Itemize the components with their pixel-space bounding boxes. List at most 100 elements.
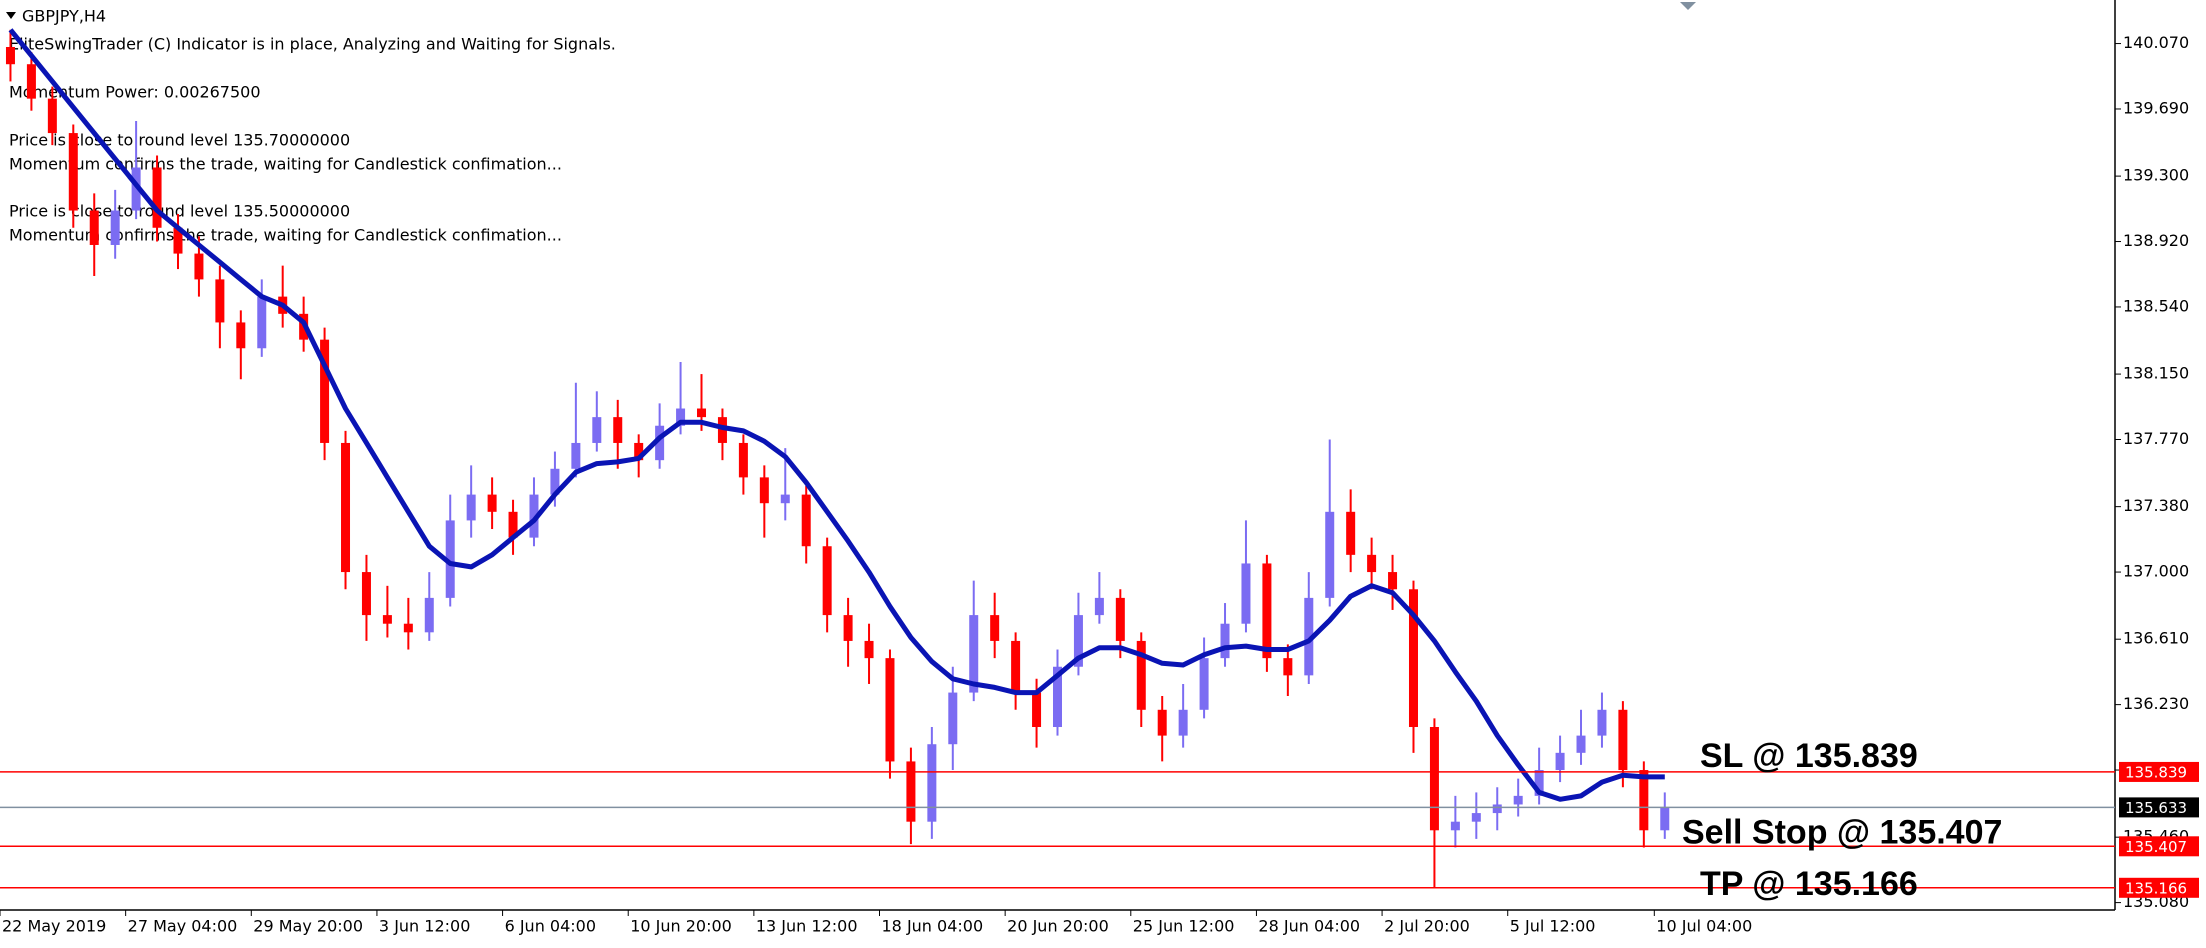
candle-body — [403, 623, 413, 633]
candle-body — [1429, 727, 1439, 831]
price-box — [2119, 836, 2199, 857]
x-tick-label: 20 Jun 20:00 — [1007, 917, 1109, 936]
x-tick-label: 2 Jul 20:00 — [1384, 917, 1470, 936]
y-tick-label: 137.770 — [2123, 429, 2189, 448]
y-tick-label: 138.920 — [2123, 231, 2189, 250]
candle-body — [550, 468, 560, 495]
y-tick-label: 138.150 — [2123, 364, 2189, 383]
candle-body — [780, 494, 790, 504]
candle-body — [1304, 597, 1314, 676]
moving-average — [8, 28, 1665, 802]
candle-body — [382, 615, 392, 624]
y-tick-label: 136.610 — [2123, 629, 2189, 648]
price-box-label: 135.633 — [2125, 799, 2187, 817]
y-tick-label: 138.540 — [2123, 296, 2189, 315]
candle-body — [676, 408, 686, 426]
candle-body — [655, 425, 665, 461]
x-tick-label: 29 May 20:00 — [253, 917, 363, 936]
x-tick-label: 6 Jun 04:00 — [505, 917, 596, 936]
candle-body — [1262, 563, 1272, 659]
candle-body — [801, 494, 811, 547]
candle-body — [1325, 511, 1335, 598]
candle-body — [613, 417, 623, 443]
candle-body — [215, 279, 225, 323]
candle-body — [1471, 813, 1481, 822]
candle-body — [47, 98, 57, 134]
price-box — [2119, 797, 2199, 818]
candle-body — [759, 477, 769, 504]
level-annotation: Sell Stop @ 135.407 — [1682, 813, 2002, 851]
candle-body — [1555, 752, 1565, 771]
x-tick-label: 5 Jul 12:00 — [1510, 917, 1596, 936]
candle-body — [1597, 709, 1607, 736]
level-annotation: TP @ 135.166 — [1700, 865, 1918, 903]
candle-body — [1388, 572, 1398, 590]
candle-body — [571, 442, 581, 469]
candle-body — [1639, 770, 1649, 831]
candle-body — [843, 615, 853, 641]
candle-body — [906, 761, 916, 822]
y-tick-label: 137.000 — [2123, 562, 2189, 581]
candle-body — [1513, 795, 1523, 805]
candle-body — [110, 210, 120, 245]
chart-title: GBPJPY,H4 — [22, 7, 106, 26]
candle-body — [990, 615, 1000, 641]
candle-body — [738, 442, 748, 478]
y-tick-label: 139.690 — [2123, 98, 2189, 117]
x-tick-label: 10 Jul 04:00 — [1656, 917, 1752, 936]
symbol-menu-icon — [6, 12, 16, 19]
candle-body — [1346, 511, 1356, 555]
candle-body — [1576, 735, 1586, 753]
x-tick-label: 28 Jun 04:00 — [1258, 917, 1360, 936]
indicator-text: EliteSwingTrader (C) Indicator is in pla… — [9, 35, 616, 54]
indicator-text: Price is close to round level 135.500000… — [9, 202, 350, 221]
price-box-label: 135.166 — [2125, 879, 2187, 897]
candle-body — [1450, 821, 1460, 831]
candle-body — [529, 494, 539, 538]
candle-body — [1032, 692, 1042, 728]
indicator-text: Price is close to round level 135.700000… — [9, 131, 350, 150]
candle-body — [697, 408, 707, 418]
candle-body — [508, 511, 518, 538]
candle-body — [1367, 554, 1377, 573]
y-tick-label: 137.380 — [2123, 496, 2189, 515]
candle-body — [5, 46, 15, 65]
x-tick-label: 10 Jun 20:00 — [630, 917, 732, 936]
candle-body — [26, 64, 36, 99]
candle-body — [1115, 597, 1125, 641]
candle-body — [948, 692, 958, 745]
candle-body — [320, 339, 330, 443]
candle-body — [173, 227, 183, 254]
candle-body — [864, 640, 874, 659]
indicator-text: Momentum confirms the trade, waiting for… — [9, 155, 562, 174]
price-box-label: 135.839 — [2125, 763, 2187, 781]
candle-body — [341, 442, 351, 573]
x-tick-label: 3 Jun 12:00 — [379, 917, 470, 936]
y-tick-label: 140.070 — [2123, 33, 2189, 52]
candle-body — [89, 210, 99, 245]
candle-body — [927, 744, 937, 822]
candle-body — [487, 494, 497, 512]
candle-body — [466, 494, 476, 521]
candle-body — [885, 658, 895, 762]
candle-body — [1094, 597, 1104, 616]
candle-body — [1534, 770, 1544, 796]
candle-body — [1073, 615, 1083, 667]
price-box — [2119, 761, 2199, 782]
x-tick-label: 25 Jun 12:00 — [1133, 917, 1235, 936]
candle-body — [1178, 709, 1188, 736]
candle-body — [1660, 807, 1670, 831]
indicator-text: Momentum confirms the trade, waiting for… — [9, 226, 562, 245]
y-tick-label: 139.300 — [2123, 166, 2189, 185]
candle-body — [236, 322, 246, 349]
candle-body — [969, 615, 979, 693]
indicator-text: Momentum Power: 0.00267500 — [9, 83, 261, 102]
x-tick-label: 27 May 04:00 — [128, 917, 238, 936]
candle-body — [445, 520, 455, 598]
candle-body — [131, 167, 141, 211]
candle-body — [1053, 666, 1062, 728]
candle-body — [717, 417, 727, 443]
candle-body — [68, 133, 78, 211]
